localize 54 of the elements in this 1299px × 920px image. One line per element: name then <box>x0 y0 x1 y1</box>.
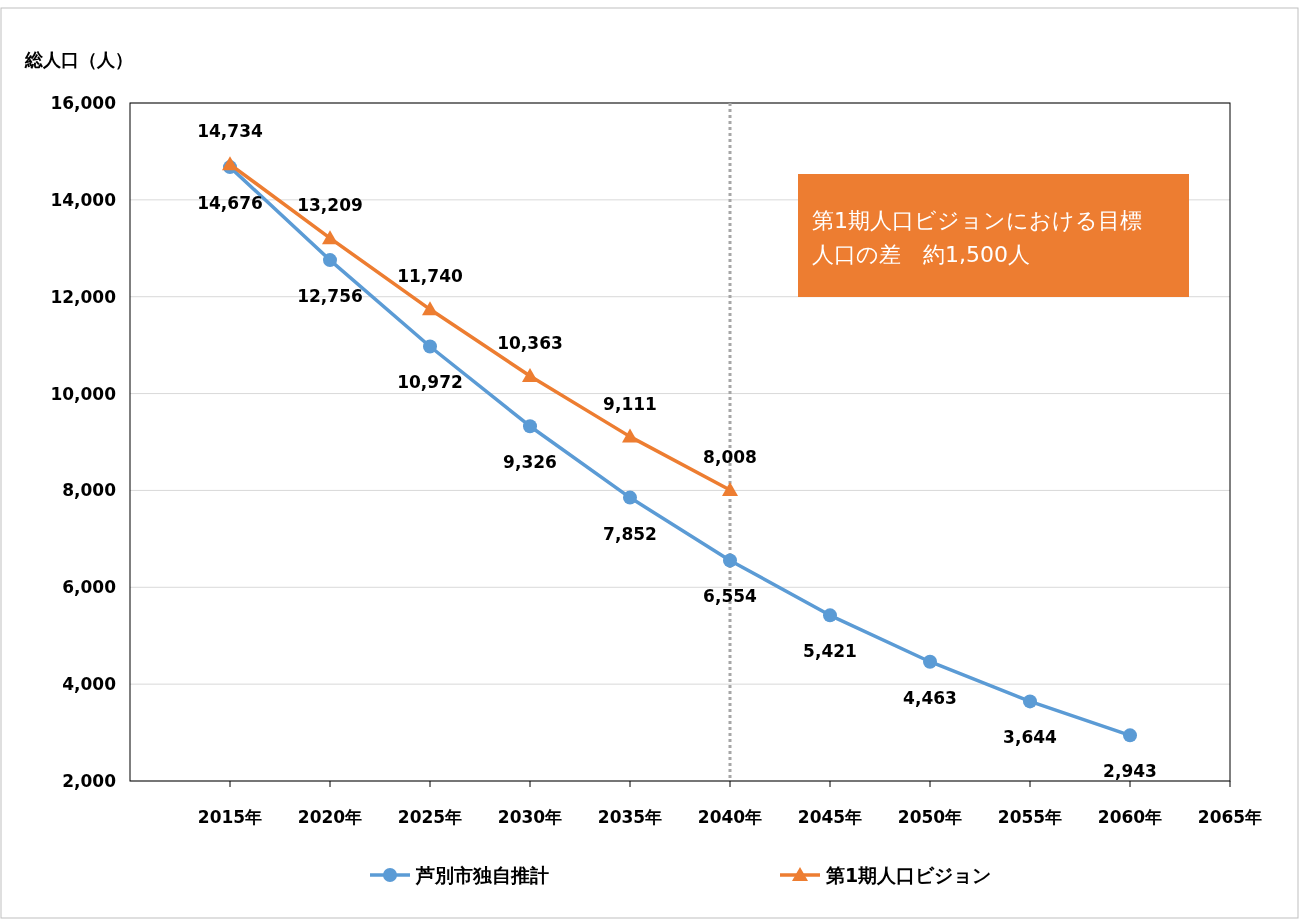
y-axis-title: 総人口（人） <box>24 49 133 70</box>
point <box>323 253 337 268</box>
legend-label: 芦別市独自推計 <box>415 864 549 886</box>
x-tick-label: 2060年 <box>1097 807 1163 827</box>
point <box>722 482 738 497</box>
data-label: 9,111 <box>603 393 657 414</box>
point <box>322 230 338 245</box>
annotation: 第1期人口ビジョンにおける目標人口の差 約1,500人 <box>812 208 1142 267</box>
point <box>423 339 437 354</box>
x-tick-label: 2035年 <box>597 807 663 827</box>
y-tick-label: 8,000 <box>62 480 117 501</box>
legend-label: 第1期人口ビジョン <box>825 864 992 886</box>
point <box>1123 728 1137 743</box>
x-tick-label: 2050年 <box>897 807 963 827</box>
y-tick-label: 4,000 <box>62 674 117 695</box>
data-label: 11,740 <box>397 266 463 287</box>
x-tick-label: 2040年 <box>697 807 763 827</box>
data-label: 12,756 <box>297 286 363 307</box>
data-label: 13,209 <box>297 195 363 216</box>
x-tick-label: 2030年 <box>497 807 563 827</box>
x-tick-label: 2025年 <box>397 807 463 827</box>
data-label: 10,363 <box>497 332 563 353</box>
point <box>522 367 538 382</box>
data-label: 14,676 <box>197 193 263 214</box>
point <box>523 419 537 434</box>
x-tick-label: 2015年 <box>197 807 263 827</box>
data-label: 7,852 <box>603 523 657 544</box>
data-label: 5,421 <box>803 641 857 662</box>
data-label: 6,554 <box>703 586 758 607</box>
y-tick-label: 6,000 <box>62 577 117 598</box>
point <box>1023 694 1037 709</box>
y-tick-label: 14,000 <box>50 189 117 210</box>
x-tick-label: 2065年 <box>1197 807 1263 827</box>
x-tick-label: 2020年 <box>297 807 363 827</box>
point <box>923 654 937 669</box>
point <box>222 156 238 171</box>
y-tick-label: 10,000 <box>50 383 117 404</box>
data-label: 8,008 <box>703 447 757 468</box>
data-label: 3,644 <box>1003 727 1058 748</box>
point <box>422 301 438 316</box>
y-tick-label: 2,000 <box>62 771 117 791</box>
data-label: 9,326 <box>503 452 557 473</box>
point <box>622 428 638 443</box>
x-tick-label: 2055年 <box>997 807 1063 827</box>
point <box>823 608 837 623</box>
data-label: 10,972 <box>397 372 463 393</box>
data-label: 4,463 <box>903 687 957 708</box>
point <box>623 490 637 505</box>
data-label: 14,734 <box>197 121 263 142</box>
y-tick-label: 16,000 <box>50 93 117 113</box>
y-tick-label: 12,000 <box>50 286 117 307</box>
data-label: 2,943 <box>1103 761 1157 782</box>
x-tick-label: 2045年 <box>797 807 863 827</box>
point <box>723 553 737 568</box>
